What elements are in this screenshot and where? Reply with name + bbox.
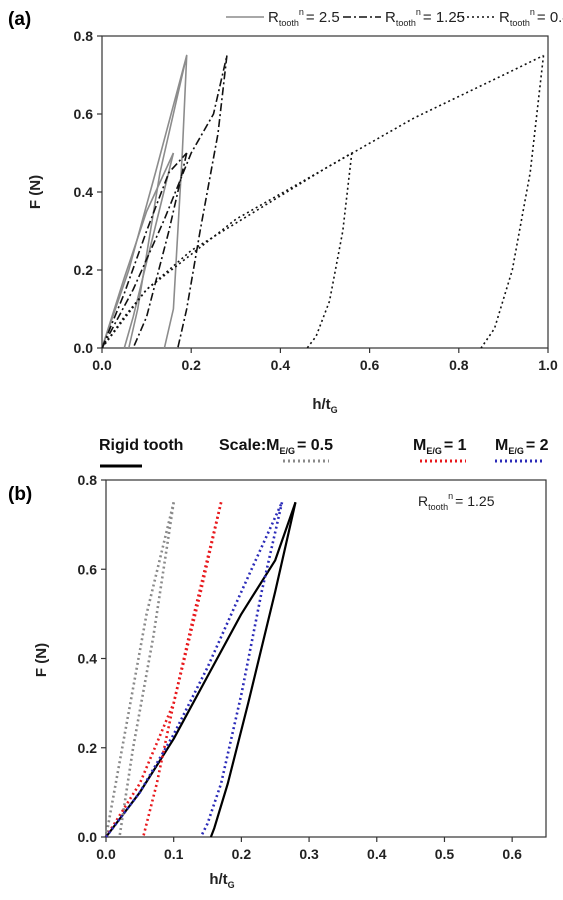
y-tick-label: 0.4 <box>74 184 94 200</box>
legend-label-0: Rigid tooth <box>99 437 183 454</box>
series-curve-2 <box>123 152 175 349</box>
x-tick-label: 0.1 <box>164 846 184 862</box>
legend-label-2: Rtoothn= 0.42 <box>499 7 563 28</box>
x-tick-label: 0.5 <box>435 846 455 862</box>
legend-label-3: ME/G = 2 <box>495 437 549 456</box>
panel-b: (b) Rigid tooth Scale:ME/G = 0.5 ME/G = 1 ME/… <box>8 437 549 890</box>
x-tick-label: 0.4 <box>271 357 291 373</box>
series-curve-4 <box>101 55 228 349</box>
y-tick-label: 0.2 <box>78 740 98 756</box>
series-curve-1 <box>101 152 175 349</box>
y-tick-label: 0.4 <box>78 651 98 667</box>
y-tick-label: 0.0 <box>78 829 98 845</box>
series-curve-6 <box>104 501 284 838</box>
panel-b-label: (b) <box>8 484 32 505</box>
series-curve-4 <box>104 501 223 838</box>
series-curve-1 <box>209 502 297 838</box>
series-curve-3 <box>163 55 188 349</box>
panel-b-x-ticks: 0.0 0.1 0.2 0.3 0.4 0.5 0.6 <box>96 837 522 862</box>
panel-a-x-axis-label: h/tG <box>312 396 337 415</box>
panel-b-legend: Rigid tooth Scale:ME/G = 0.5 ME/G = 1 ME/G = 2 <box>99 437 549 468</box>
panel-a: (a) Rtoothn = 2.5 Rtoothn = 1.25 Rtoothn = 0.… <box>8 7 563 415</box>
series-curve-10 <box>306 152 353 349</box>
series-curve-5 <box>177 55 228 349</box>
panel-b-series <box>104 501 297 838</box>
panel-b-annotation: Rtoothn = 1.25 <box>418 491 495 512</box>
legend-label-1: Scale:ME/G = 0.5 <box>219 437 333 456</box>
panel-a-x-ticks: 0.0 0.2 0.4 0.6 0.8 1.0 <box>92 348 558 373</box>
series-curve-7 <box>132 152 188 349</box>
panel-b-y-axis-label: F (N) <box>33 643 50 677</box>
y-tick-label: 0.8 <box>74 28 94 44</box>
legend-label-2: ME/G = 1 <box>413 437 467 456</box>
panel-a-plot-frame <box>101 35 549 349</box>
x-tick-label: 0.6 <box>360 357 380 373</box>
x-tick-label: 0.0 <box>96 846 116 862</box>
y-tick-label: 0.0 <box>74 340 94 356</box>
panel-a-legend: Rtoothn= 2.5 Rtoothn= 1.25 Rtoothn= 0.42 <box>226 7 563 28</box>
y-tick-label: 0.6 <box>74 106 94 122</box>
y-tick-label: 0.8 <box>78 472 98 488</box>
x-tick-label: 0.2 <box>232 846 252 862</box>
panel-a-series <box>101 54 545 349</box>
x-tick-label: 0.4 <box>367 846 387 862</box>
panel-b-plot-frame <box>105 479 547 838</box>
panel-b-y-ticks: 0.0 0.2 0.4 0.6 0.8 <box>78 472 106 845</box>
x-tick-label: 0.0 <box>92 357 112 373</box>
panel-a-label: (a) <box>8 9 31 30</box>
series-curve-8 <box>101 152 353 349</box>
series-curve-3 <box>118 502 175 838</box>
x-tick-label: 1.0 <box>538 357 558 373</box>
y-tick-label: 0.6 <box>78 561 98 577</box>
series-curve-7 <box>199 502 284 838</box>
panel-a-y-axis-label: F (N) <box>27 175 44 209</box>
x-tick-label: 0.8 <box>449 357 469 373</box>
series-curve-0 <box>105 501 297 838</box>
y-tick-label: 0.2 <box>74 262 94 278</box>
series-curve-9 <box>101 54 544 349</box>
x-tick-label: 0.6 <box>502 846 522 862</box>
series-curve-2 <box>104 501 175 838</box>
legend-label-0: Rtoothn = 2.5 <box>268 7 340 28</box>
legend-label-1: Rtoothn = 1.25 <box>385 7 465 28</box>
series-curve-5 <box>141 502 223 838</box>
x-tick-label: 0.2 <box>181 357 201 373</box>
series-curve-6 <box>101 152 188 349</box>
panel-a-y-ticks: 0.0 0.2 0.4 0.6 0.8 <box>74 28 102 356</box>
panel-b-x-axis-label: h/tG <box>209 871 234 890</box>
series-curve-11 <box>480 55 545 349</box>
x-tick-label: 0.3 <box>299 846 319 862</box>
